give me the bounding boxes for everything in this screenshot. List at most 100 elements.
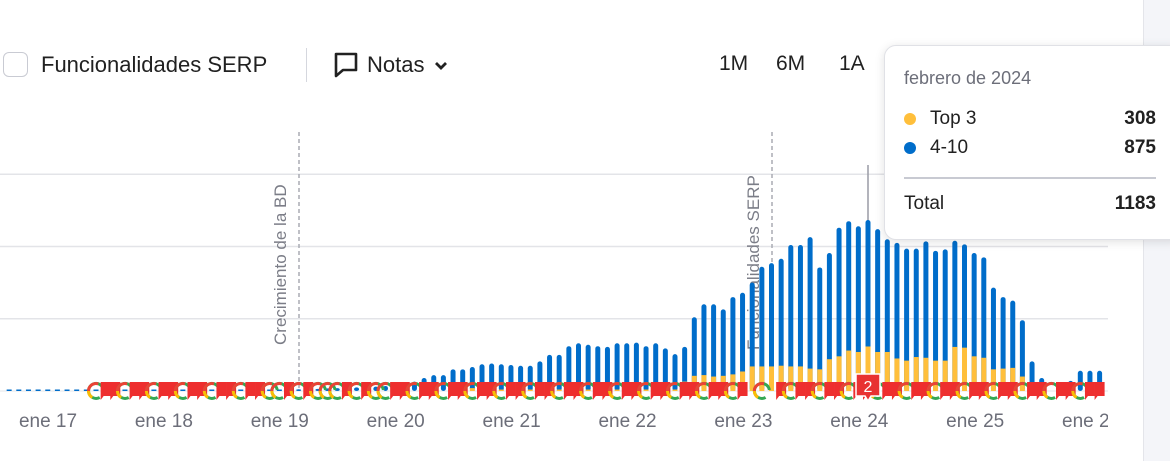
google-g-arc	[260, 382, 273, 392]
note-flag-icon	[534, 382, 545, 400]
google-g-arc	[144, 390, 152, 399]
bar-4-10	[614, 343, 620, 391]
google-g-arc	[521, 390, 528, 399]
x-tick-label: ene 19	[251, 411, 309, 432]
bar-4-10	[54, 389, 60, 391]
note-flag-icon	[129, 382, 140, 400]
google-g-arc	[897, 390, 904, 399]
bar-4-10	[923, 241, 929, 391]
bar-4-10	[6, 389, 12, 391]
bar-4-10	[817, 267, 823, 391]
note-flag-icon	[419, 382, 430, 400]
google-g-arc	[376, 390, 383, 399]
x-tick-label: ene 17	[19, 411, 77, 432]
bar-4-10	[1000, 297, 1006, 391]
google-g-arc	[366, 390, 374, 399]
bar-top3	[769, 366, 774, 391]
bar-4-10	[527, 365, 533, 391]
tooltip-value: 308	[1124, 108, 1156, 129]
google-g-arc	[984, 390, 991, 399]
google-g-arc	[1042, 382, 1055, 392]
google-g-arc	[839, 390, 846, 399]
x-tick-label: ene 25	[946, 411, 1004, 432]
period-1a-button[interactable]: 1A	[839, 52, 865, 75]
bar-top3	[807, 368, 813, 391]
google-g-arc	[347, 390, 354, 399]
google-g-arc	[926, 382, 939, 392]
notes-dropdown[interactable]: Notas	[333, 50, 454, 80]
google-g-arc	[723, 390, 731, 399]
note-flag-icon	[563, 382, 574, 400]
bar-top3	[904, 360, 910, 391]
bar-4-10	[672, 354, 678, 391]
google-g-arc	[289, 382, 302, 392]
bar-4-10	[276, 389, 282, 391]
bar-top3	[865, 346, 871, 391]
tooltip-label: Top 3	[930, 108, 977, 129]
bar-4-10	[498, 364, 504, 391]
google-g-arc	[231, 382, 244, 392]
bar-top3	[846, 350, 852, 391]
google-g-arc	[289, 390, 296, 399]
note-flag-icon	[650, 382, 661, 400]
bar-4-10	[904, 248, 910, 391]
bar-4-10	[933, 250, 939, 391]
note-flag-icon	[621, 382, 632, 400]
google-g-arc	[984, 382, 997, 392]
bar-4-10	[566, 346, 572, 391]
bar-4-10	[855, 226, 861, 391]
bar-top3	[469, 388, 475, 391]
note-flag-icon	[969, 382, 980, 400]
bar-4-10	[653, 343, 659, 391]
bar-top3	[759, 366, 765, 391]
tooltip: febrero de 2024 Top 3 308 4-10 875 Total 11…	[884, 45, 1170, 240]
bar-top3	[952, 346, 958, 391]
note-flag-icon	[679, 382, 690, 400]
google-g-arc	[1013, 390, 1020, 399]
bar-4-10	[720, 309, 726, 391]
chevron-down-icon	[435, 62, 448, 70]
google-g-arc	[434, 382, 447, 392]
bar-4-10	[807, 237, 813, 391]
google-g-arc	[115, 382, 128, 392]
notes-count-badge: 2	[855, 373, 881, 403]
bar-4-10	[682, 346, 688, 391]
note-flag-icon	[911, 382, 922, 400]
bar-4-10	[633, 342, 639, 391]
period-6m-button[interactable]: 6M	[776, 52, 806, 75]
notes-label: Notas	[367, 52, 425, 77]
tooltip-total-value: 1183	[1114, 193, 1156, 214]
bar-top3	[875, 351, 881, 391]
google-g-arc	[308, 382, 321, 392]
google-g-arc	[492, 382, 504, 392]
x-tick-label: ene 22	[598, 411, 656, 432]
bar-4-10	[209, 389, 215, 391]
note-flag-icon	[187, 382, 198, 400]
google-g-arc	[318, 390, 325, 399]
google-g-arc	[1042, 390, 1049, 399]
period-1m-button[interactable]: 1M	[719, 52, 749, 75]
google-g-arc	[637, 390, 644, 399]
bar-4-10	[122, 389, 128, 391]
google-g-arc	[637, 382, 649, 392]
bar-4-10	[826, 252, 832, 391]
google-g-arc	[405, 382, 418, 392]
note-flag-icon	[216, 382, 227, 400]
bar-top3	[643, 389, 649, 391]
google-g-arc	[550, 382, 562, 392]
note-flag-icon	[1094, 382, 1105, 400]
google-g-arc	[202, 382, 215, 392]
bar-4-10	[74, 389, 80, 391]
google-update-icon	[752, 381, 771, 400]
bar-4-10	[180, 389, 186, 391]
bar-4-10	[624, 343, 630, 391]
bar-top3	[614, 389, 620, 391]
serp-features-label[interactable]: Funcionalidades SERP	[41, 52, 268, 77]
bar-4-10	[35, 389, 41, 391]
annotation-label: Funcionalidades SERP	[744, 175, 763, 350]
tooltip-total: Total 1183	[904, 193, 1156, 215]
serp-features-checkbox[interactable]	[3, 52, 28, 77]
x-tick-label: ene 24	[830, 411, 889, 432]
google-g-arc	[463, 382, 476, 392]
